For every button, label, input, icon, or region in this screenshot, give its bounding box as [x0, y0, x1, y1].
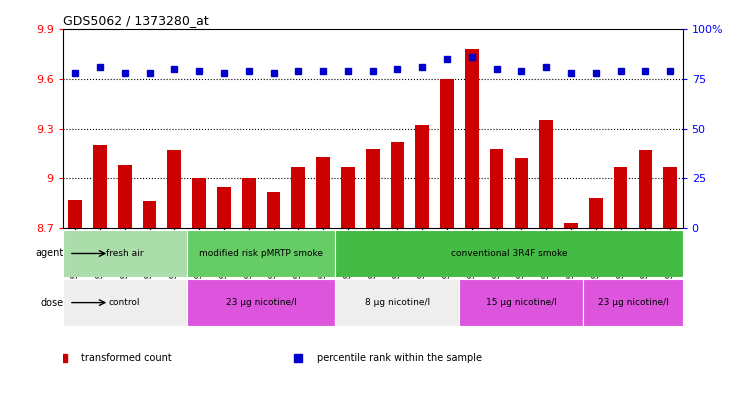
Bar — [63, 230, 187, 277]
Text: 23 μg nicotine/l: 23 μg nicotine/l — [598, 298, 669, 307]
Bar — [187, 230, 336, 277]
Bar — [415, 125, 429, 228]
Bar — [366, 149, 379, 228]
Bar — [614, 167, 627, 228]
Text: transformed count: transformed count — [81, 353, 172, 364]
Bar — [465, 50, 479, 228]
Bar — [341, 167, 355, 228]
Bar — [193, 178, 206, 228]
Bar — [242, 178, 255, 228]
Text: control: control — [109, 298, 140, 307]
Bar — [266, 191, 280, 228]
Bar — [663, 167, 677, 228]
Text: agent: agent — [35, 248, 64, 259]
Bar — [217, 187, 231, 228]
Bar — [93, 145, 107, 228]
Bar — [490, 149, 503, 228]
Text: GDS5062 / 1373280_at: GDS5062 / 1373280_at — [63, 14, 208, 27]
Text: 15 μg nicotine/l: 15 μg nicotine/l — [486, 298, 557, 307]
Bar — [460, 279, 584, 326]
Text: percentile rank within the sample: percentile rank within the sample — [317, 353, 482, 364]
Bar — [69, 200, 82, 228]
Bar — [390, 142, 404, 228]
Bar — [539, 120, 553, 228]
Bar — [441, 79, 454, 228]
Text: conventional 3R4F smoke: conventional 3R4F smoke — [451, 249, 568, 258]
Bar — [118, 165, 131, 228]
Bar — [565, 223, 578, 228]
Bar — [584, 279, 683, 326]
Text: modified risk pMRTP smoke: modified risk pMRTP smoke — [199, 249, 323, 258]
Text: dose: dose — [41, 298, 64, 308]
Bar — [336, 230, 683, 277]
Bar — [638, 150, 652, 228]
Bar — [589, 198, 603, 228]
Bar — [317, 157, 330, 228]
Text: 23 μg nicotine/l: 23 μg nicotine/l — [226, 298, 297, 307]
Bar — [63, 279, 187, 326]
Bar — [514, 158, 528, 228]
Text: fresh air: fresh air — [106, 249, 143, 258]
Bar — [292, 167, 305, 228]
Bar — [168, 150, 181, 228]
Text: 8 μg nicotine/l: 8 μg nicotine/l — [365, 298, 430, 307]
Bar — [187, 279, 336, 326]
Bar — [142, 202, 156, 228]
Bar — [336, 279, 460, 326]
